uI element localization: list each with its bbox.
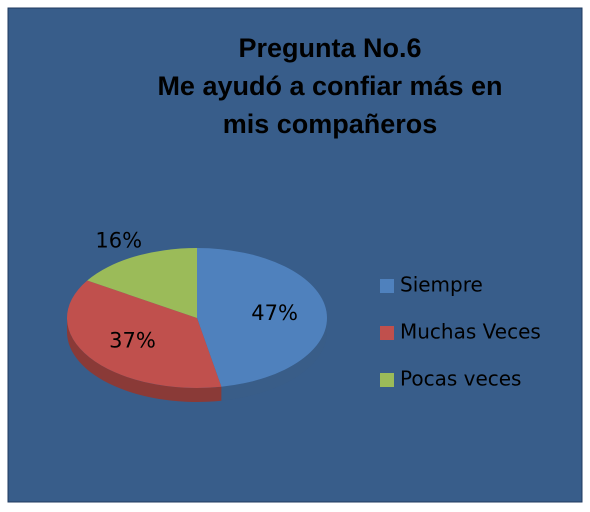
pie-slice [87,248,197,318]
legend-swatch [380,326,394,340]
legend-swatch [380,373,394,387]
data-label: 16% [95,228,142,252]
data-label: 37% [109,329,156,353]
legend-swatch [380,279,394,293]
data-label: 47% [251,301,298,325]
legend-label: Siempre [400,273,483,297]
chart-area [7,7,583,503]
pie-slice [67,280,222,388]
pie-slice [197,248,327,387]
legend-label: Pocas veces [400,367,521,391]
pie-side [221,318,327,401]
chart-title: Pregunta No.6 [238,33,421,63]
legend-label: Muchas Veces [400,320,541,344]
pie-side [67,318,222,402]
chart-title: mis compañeros [223,109,438,139]
chart-title: Me ayudó a confiar más en [157,71,502,101]
